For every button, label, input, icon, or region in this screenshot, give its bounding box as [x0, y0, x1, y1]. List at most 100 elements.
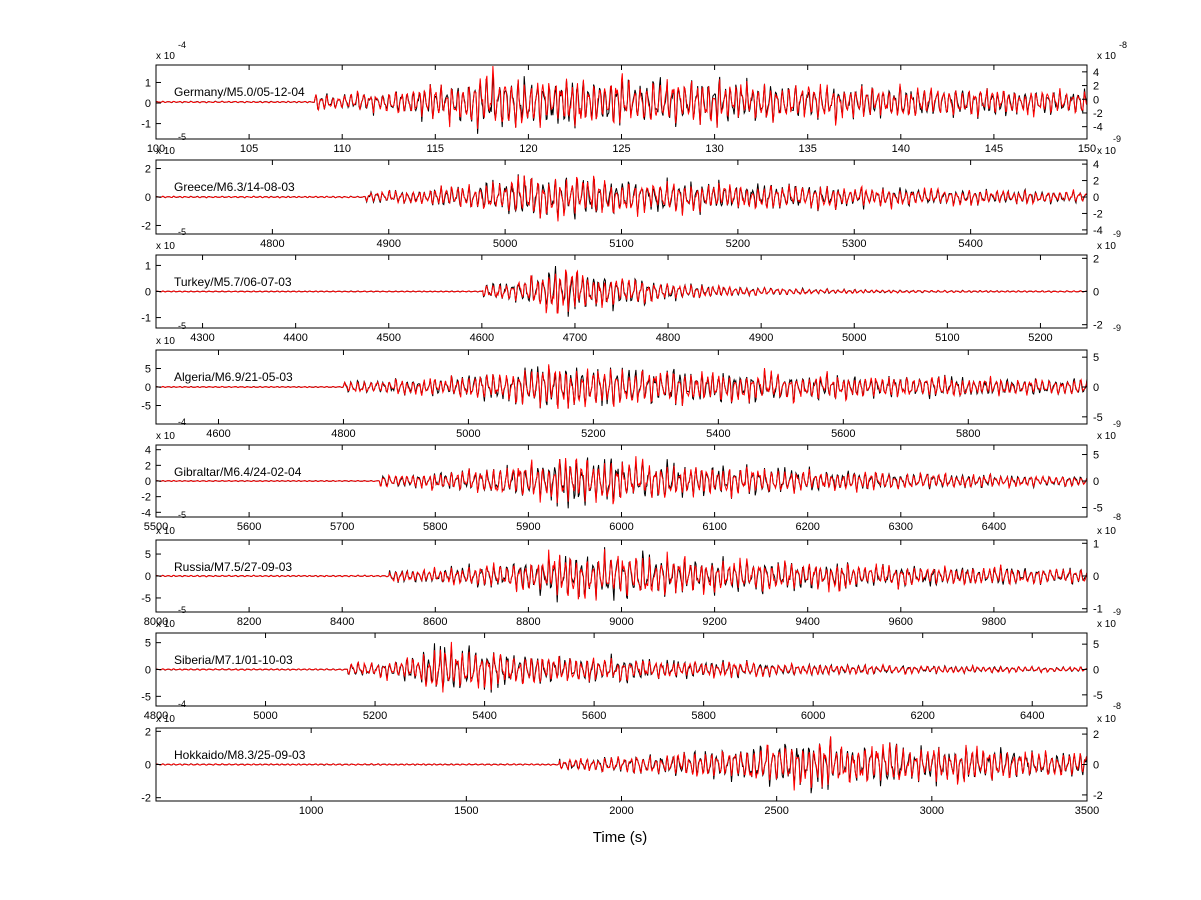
panel-4: 4600 4800 5000 5200 5400 5600 5800 -5 0 5 -5 0 5 x 10…: [141, 336, 1121, 440]
left-exponent-label: x 10: [156, 431, 175, 442]
right-y-tick-label: 0: [1093, 665, 1099, 677]
x-tick-label: 5600: [237, 521, 261, 533]
x-tick-label: 3000: [920, 805, 944, 817]
x-tick-label: 8600: [423, 616, 447, 628]
right-y-tick-label: 2: [1093, 81, 1099, 93]
left-y-tick-label: 0: [145, 287, 151, 299]
x-tick-label: 5000: [456, 428, 480, 440]
left-y-tick-label: 1: [145, 260, 151, 272]
left-y-tick-label: 0: [145, 665, 151, 677]
x-tick-label: 120: [519, 143, 537, 155]
x-tick-label: 6300: [889, 521, 913, 533]
right-y-tick-label: 4: [1093, 67, 1099, 79]
x-tick-label: 9400: [795, 616, 819, 628]
panel-title: Gibraltar/M6.4/24-02-04: [174, 465, 302, 479]
x-tick-label: 5800: [691, 710, 715, 722]
x-tick-label: 5700: [330, 521, 354, 533]
right-y-tick-label: 0: [1093, 476, 1099, 488]
right-exponent-power: -8: [1119, 40, 1127, 50]
x-tick-label: 6000: [801, 710, 825, 722]
x-tick-label: 5900: [516, 521, 540, 533]
x-tick-label: 6400: [1020, 710, 1044, 722]
left-y-tick-label: 5: [145, 364, 151, 376]
x-tick-label: 6000: [609, 521, 633, 533]
panel-7: 4800 5000 5200 5400 5600 5800 6000 6200 6400 -5 0 5…: [141, 619, 1121, 722]
x-tick-label: 9800: [982, 616, 1006, 628]
left-exponent-bottom: -4: [178, 699, 186, 709]
x-tick-label: 5000: [253, 710, 277, 722]
left-y-tick-label: 1: [145, 77, 151, 89]
right-y-tick-label: 2: [1093, 176, 1099, 188]
x-tick-label: 4900: [749, 332, 773, 344]
right-exponent-bottom: -8: [1113, 512, 1121, 522]
x-tick-label: 5400: [472, 710, 496, 722]
right-exponent-label: x 10: [1097, 51, 1116, 62]
x-tick-label: 8000: [144, 616, 168, 628]
left-y-tick-label: 2: [145, 460, 151, 472]
right-y-tick-label: 0: [1093, 287, 1099, 299]
right-y-tick-label: 0: [1093, 192, 1099, 204]
x-tick-label: 4800: [331, 428, 355, 440]
x-tick-label: 145: [985, 143, 1003, 155]
x-tick-label: 125: [612, 143, 630, 155]
right-y-tick-label: 4: [1093, 159, 1099, 171]
right-exponent-label: x 10: [1097, 526, 1116, 537]
right-exponent-bottom: -9: [1113, 607, 1121, 617]
panel-2: 4800 4900 5000 5100 5200 5300 5400 -2 0 2 -4 -2 0 2 4 x…: [141, 146, 1121, 250]
left-exponent-label: x 10: [156, 714, 175, 725]
left-y-tick-label: -5: [141, 401, 151, 413]
panel-title: Germany/M5.0/05-12-04: [174, 85, 305, 99]
panel-title: Siberia/M7.1/01-10-03: [174, 653, 293, 667]
right-y-tick-label: 0: [1093, 760, 1099, 772]
right-exponent-label: x 10: [1097, 714, 1116, 725]
left-exponent-power: -4: [178, 40, 186, 50]
right-y-tick-label: -2: [1093, 320, 1103, 332]
x-tick-label: 8400: [330, 616, 354, 628]
left-y-tick-label: 0: [145, 98, 151, 110]
x-tick-label: 4500: [377, 332, 401, 344]
left-y-tick-label: -1: [141, 119, 151, 131]
panels-group: 100 105 110 115 120 125 130 135 140 145 150-101-4-…: [141, 40, 1127, 817]
x-tick-label: 9200: [702, 616, 726, 628]
x-tick-label: 4800: [656, 332, 680, 344]
x-tick-label: 135: [799, 143, 817, 155]
x-tick-label: 5100: [609, 238, 633, 250]
right-y-tick-label: -4: [1093, 225, 1103, 237]
x-tick-label: 4400: [283, 332, 307, 344]
panel-5: 5500 5600 5700 5800 5900 6000 6100 6200 6300 6400…: [141, 431, 1121, 533]
right-y-tick-label: -4: [1093, 122, 1103, 134]
right-y-tick-label: -5: [1093, 690, 1103, 702]
left-y-tick-label: -5: [141, 593, 151, 605]
trace-red: [155, 269, 1088, 314]
x-tick-label: 1000: [299, 805, 323, 817]
x-tick-label: 5200: [1028, 332, 1052, 344]
x-tick-label: 9600: [889, 616, 913, 628]
right-y-tick-label: -5: [1093, 502, 1103, 514]
x-tick-label: 110: [333, 143, 351, 155]
panel-title: Hokkaido/M8.3/25-09-03: [174, 748, 306, 762]
trace-red: [155, 175, 1088, 222]
panel-6: 8000 8200 8400 8600 8800 9000 9200 9400 9600 9800…: [141, 526, 1121, 628]
x-tick-label: 4700: [563, 332, 587, 344]
x-tick-label: 115: [427, 143, 445, 155]
left-y-tick-label: 0: [145, 476, 151, 488]
left-y-tick-label: 5: [145, 549, 151, 561]
x-tick-label: 5000: [493, 238, 517, 250]
x-tick-label: 2500: [764, 805, 788, 817]
left-exponent-label: x 10: [156, 146, 175, 157]
right-exponent-bottom: -8: [1113, 701, 1121, 711]
left-y-tick-label: -5: [141, 691, 151, 703]
left-y-tick-label: 5: [145, 638, 151, 650]
x-tick-label: 140: [892, 143, 910, 155]
x-tick-label: 100: [147, 143, 165, 155]
x-axis-label: Time (s): [593, 829, 647, 846]
x-tick-label: 2000: [609, 805, 633, 817]
x-tick-label: 5400: [706, 428, 730, 440]
panel-3: 4300 4400 4500 4600 4700 4800 4900 5000 5100 5200…: [141, 241, 1121, 344]
right-y-tick-label: 0: [1093, 94, 1099, 106]
x-tick-label: 5200: [363, 710, 387, 722]
x-tick-label: 9000: [609, 616, 633, 628]
left-y-tick-label: 0: [145, 760, 151, 772]
right-y-tick-label: -2: [1093, 790, 1103, 802]
left-exponent-bottom: -5: [178, 321, 186, 331]
